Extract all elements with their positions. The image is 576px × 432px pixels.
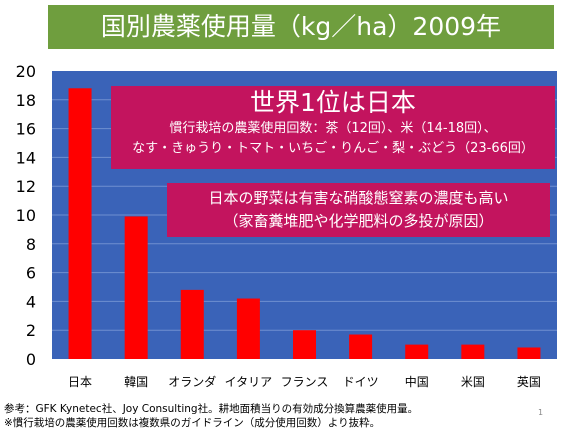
bar-3 — [236, 298, 260, 359]
footnote-source: 参考：GFK Kynetec社、Joy Consulting社。耕地面積当りの有… — [4, 403, 419, 415]
x-tick-label: イタリア — [225, 375, 273, 389]
y-tick-label: 2 — [26, 321, 36, 340]
bar-1 — [124, 216, 148, 359]
page-number: 1 — [538, 408, 544, 417]
x-tick-label: 韓国 — [124, 375, 148, 389]
callout-nitrate-line-2: （家畜糞堆肥や化学肥料の多投が原因） — [223, 212, 494, 230]
callout-heading: 世界1位は日本 — [250, 88, 416, 117]
y-tick-label: 4 — [26, 292, 36, 311]
callout-detail-line-1: 慣行栽培の農薬使用回数：茶（12回）、米（14-18回）、 — [169, 121, 497, 136]
x-tick-label: 英国 — [517, 375, 541, 389]
y-tick-label: 20 — [16, 62, 36, 81]
x-tick-label: オランダ — [168, 374, 216, 389]
x-tick-label: ドイツ — [343, 375, 379, 389]
bar-2 — [180, 289, 204, 359]
callout-detail-line-2: なす・きゅうり・トマト・いちご・りんご・梨・ぶどう（23-66回） — [132, 141, 534, 156]
y-tick-label: 16 — [16, 120, 36, 139]
y-tick-label: 18 — [16, 91, 36, 110]
y-tick-label: 0 — [26, 350, 36, 369]
y-tick-label: 8 — [26, 235, 36, 254]
callout-nitrate-line-1: 日本の野菜は有害な硝酸態窒素の濃度も高い — [208, 189, 509, 207]
y-tick-label: 12 — [16, 177, 36, 196]
callout-nitrate: 日本の野菜は有害な硝酸態窒素の濃度も高い （家畜糞堆肥や化学肥料の多投が原因） — [167, 183, 550, 237]
footnote-note: ※慣行栽培の農薬使用回数は複数県のガイドライン（成分使用回数）より抜粋。 — [4, 417, 381, 429]
bar-4 — [293, 330, 316, 359]
x-tick-label: 日本 — [68, 375, 92, 389]
page-title: 国別農薬使用量（kg／ha）2009年 — [48, 5, 554, 49]
x-tick-label: フランス — [281, 375, 329, 389]
y-tick-label: 10 — [16, 206, 36, 225]
y-tick-label: 14 — [16, 148, 36, 167]
bar-8 — [517, 347, 541, 359]
bar-0 — [68, 88, 92, 359]
bar-6 — [405, 344, 429, 359]
x-tick-label: 米国 — [461, 375, 485, 389]
callout-world-first: 世界1位は日本 慣行栽培の農薬使用回数：茶（12回）、米（14-18回）、 なす… — [111, 86, 555, 169]
bar-7 — [461, 344, 485, 359]
x-tick-label: 中国 — [405, 374, 429, 389]
bar-5 — [349, 334, 373, 359]
y-tick-label: 6 — [26, 264, 36, 283]
